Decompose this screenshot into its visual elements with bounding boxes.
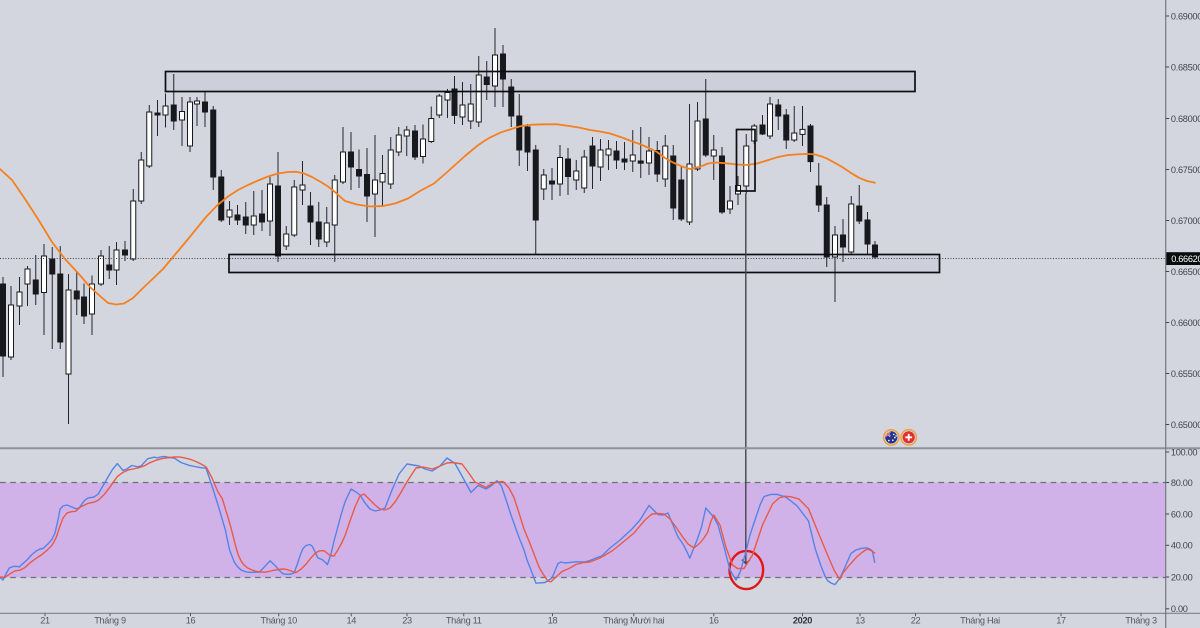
- svg-text:0.67500: 0.67500: [1171, 165, 1200, 175]
- svg-text:18: 18: [548, 616, 558, 626]
- svg-text:60.00: 60.00: [1171, 509, 1193, 519]
- svg-text:13: 13: [855, 616, 865, 626]
- svg-text:40.00: 40.00: [1171, 541, 1193, 551]
- svg-text:0.65500: 0.65500: [1171, 369, 1200, 379]
- svg-text:0.66000: 0.66000: [1171, 318, 1200, 328]
- svg-text:21: 21: [40, 616, 50, 626]
- svg-text:17: 17: [1056, 616, 1066, 626]
- svg-text:0.66500: 0.66500: [1171, 267, 1200, 277]
- svg-text:0.68000: 0.68000: [1171, 114, 1200, 124]
- svg-text:100.00: 100.00: [1171, 447, 1197, 457]
- svg-text:0.65000: 0.65000: [1171, 420, 1200, 430]
- svg-text:0.00: 0.00: [1171, 604, 1188, 614]
- svg-text:20.00: 20.00: [1171, 572, 1193, 582]
- svg-text:Tháng 10: Tháng 10: [261, 616, 298, 626]
- svg-text:0.66620: 0.66620: [1171, 254, 1200, 264]
- svg-text:Tháng 11: Tháng 11: [446, 616, 482, 626]
- svg-text:23: 23: [402, 616, 412, 626]
- svg-text:16: 16: [186, 616, 196, 626]
- svg-text:80.00: 80.00: [1171, 478, 1193, 488]
- svg-text:14: 14: [346, 616, 356, 626]
- svg-text:0.69000: 0.69000: [1171, 11, 1200, 21]
- svg-text:16: 16: [709, 616, 719, 626]
- svg-text:22: 22: [911, 616, 921, 626]
- svg-text:2020: 2020: [793, 616, 812, 626]
- svg-text:0.68500: 0.68500: [1171, 62, 1200, 72]
- svg-text:0.67000: 0.67000: [1171, 216, 1200, 226]
- svg-text:Tháng Hai: Tháng Hai: [960, 616, 1000, 626]
- svg-text:Tháng 9: Tháng 9: [94, 616, 126, 626]
- svg-text:Tháng 3: Tháng 3: [1125, 616, 1157, 626]
- svg-text:Tháng Mười hai: Tháng Mười hai: [603, 616, 664, 626]
